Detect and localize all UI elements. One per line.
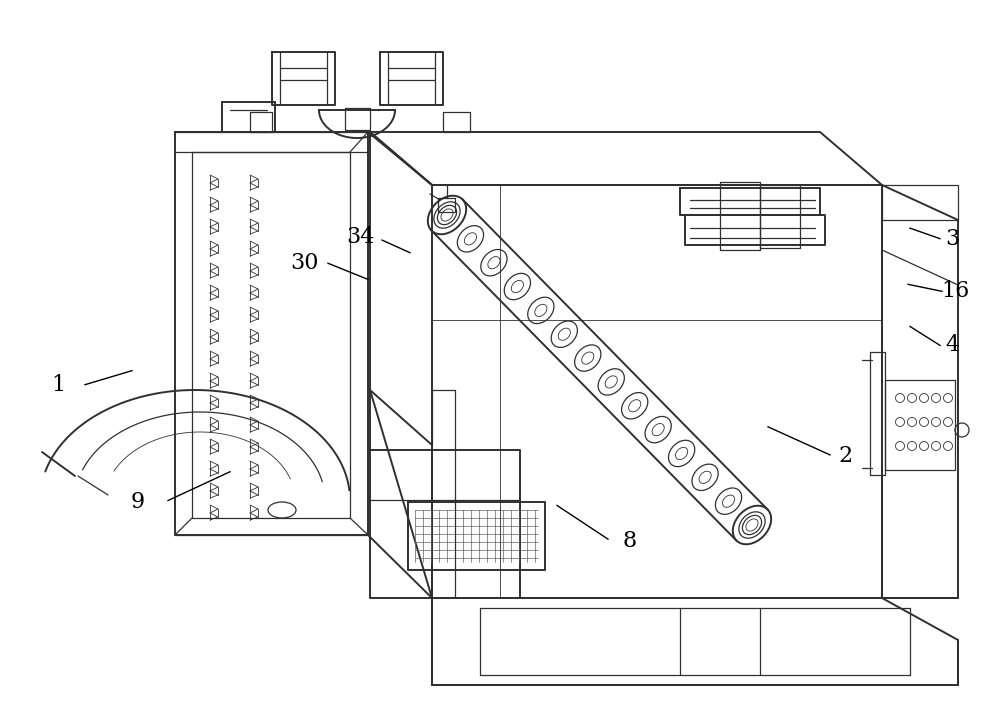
Text: 16: 16 (941, 280, 969, 303)
Text: 8: 8 (623, 529, 637, 552)
Text: 4: 4 (945, 334, 959, 357)
Text: 3: 3 (945, 227, 959, 250)
Text: 30: 30 (291, 252, 319, 274)
Text: 9: 9 (131, 491, 145, 513)
Text: 1: 1 (51, 373, 65, 396)
Text: 34: 34 (346, 226, 374, 249)
Text: 2: 2 (838, 445, 852, 468)
